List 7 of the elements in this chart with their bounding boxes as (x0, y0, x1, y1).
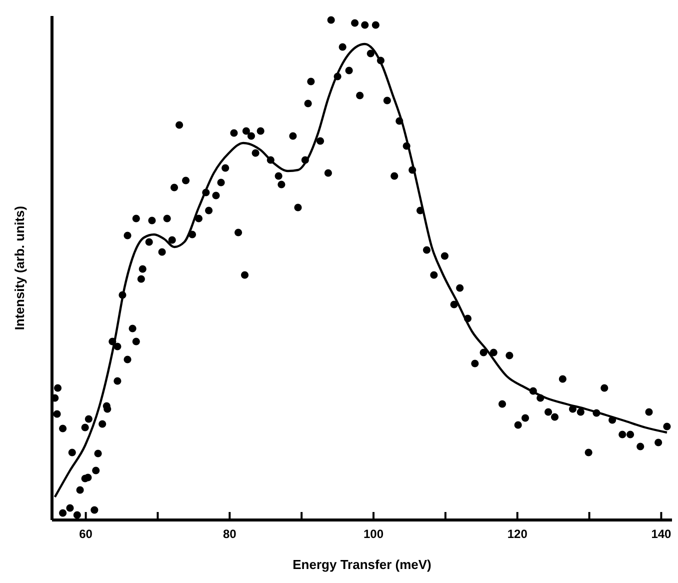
x-axis-title: Energy Transfer (meV) (292, 557, 432, 572)
x-tick-label: 120 (507, 527, 528, 541)
x-tick-label: 60 (79, 527, 93, 541)
x-tick-label: 80 (222, 527, 237, 541)
x-tick-label: 140 (651, 527, 672, 541)
x-tick-label: 100 (363, 527, 384, 541)
y-axis-title: Intensity (arb. units) (12, 206, 27, 330)
